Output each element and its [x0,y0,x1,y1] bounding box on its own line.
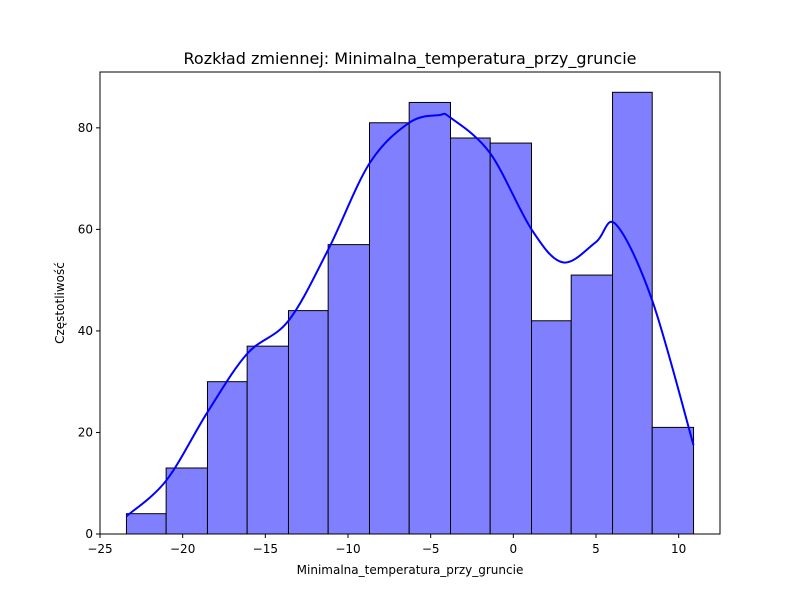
x-tick-label: −15 [253,542,278,556]
x-tick-label: −20 [170,542,195,556]
histogram-bar [450,137,491,535]
y-axis-label: Częstotliwość [53,262,67,344]
x-axis-label: Minimalna_temperatura_przy_gruncie [297,563,524,577]
x-tick-label: 5 [592,542,600,556]
y-tick-label: 0 [85,527,93,541]
x-tick-label: −25 [87,542,112,556]
chart-title: Rozkład zmiennej: Minimalna_temperatura_… [184,49,637,69]
y-tick-label: 20 [78,425,93,439]
histogram-bar [246,345,289,535]
histogram-bar [408,101,452,535]
histogram-bar [651,426,695,535]
x-tick-label: 0 [510,542,518,556]
plot-frame [99,71,721,535]
histogram-bar [368,122,410,535]
x-tick-label: 10 [671,542,686,556]
histogram-bar [206,381,248,535]
x-axis-ticks: −25 −20 −15 −10 −5 0 5 10 [87,534,686,556]
histogram-bar [531,320,572,535]
y-tick-label: 60 [78,222,93,236]
x-tick-label: −10 [335,542,360,556]
histogram-bar [489,142,533,535]
histogram-bar [327,244,370,535]
y-tick-label: 80 [78,121,93,135]
y-tick-label: 40 [78,324,93,338]
histogram-bar [125,513,167,535]
histogram-bar [165,467,208,535]
y-axis-ticks: 0 20 40 60 80 [78,121,100,541]
x-tick-label: −5 [422,542,440,556]
histogram-bar [570,274,614,535]
kde-curve [125,112,695,517]
histogram-bar [612,91,653,535]
histogram-bar [287,310,329,535]
histogram-bars [125,91,695,535]
